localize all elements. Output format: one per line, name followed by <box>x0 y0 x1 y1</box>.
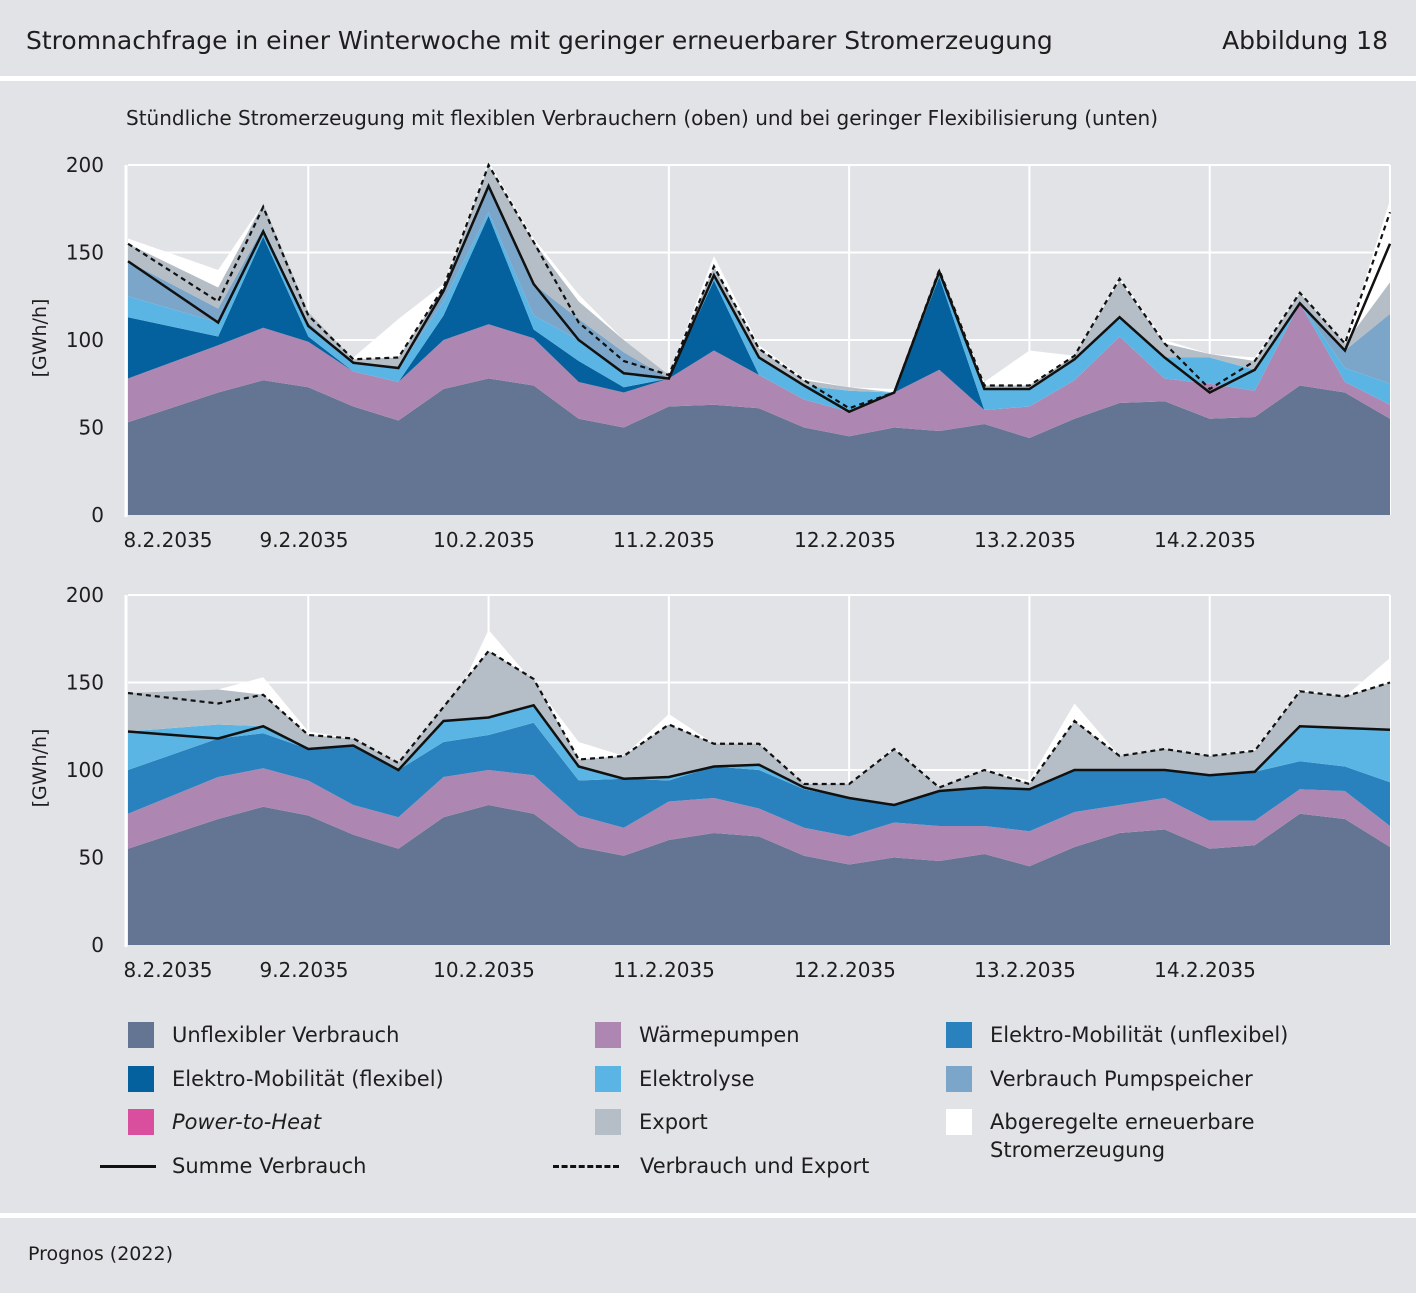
header-divider <box>0 76 1416 81</box>
bottom-line-verbrauch-export <box>127 649 1391 789</box>
figure-header: Stromnachfrage in einer Winterwoche mit … <box>0 0 1416 78</box>
legend-label: Verbrauch Pumpspeicher <box>990 1067 1253 1091</box>
top-xtick-label: 11.2.2035 <box>613 528 715 552</box>
bottom-xtick-label: 10.2.2035 <box>433 958 535 982</box>
legend-swatch <box>128 1022 154 1048</box>
top-ytick-label: 0 <box>91 503 104 527</box>
bottom-xtick-label: 13.2.2035 <box>974 958 1076 982</box>
chart-flexible: 0 50 100 150 200 [GWh/h] 8.2.2035 9.2.2035 10.2.… <box>29 153 1392 552</box>
bottom-area-emob_unflex <box>128 722 1390 837</box>
legend: Unflexibler Verbrauch Elektro-Mobilität … <box>0 1010 1416 1190</box>
bottom-area-elektrolyse <box>128 705 1390 805</box>
legend-label: Elektro-Mobilität (unflexibel) <box>990 1023 1289 1047</box>
legend-swatch <box>946 1109 972 1135</box>
top-area-waermepumpen <box>128 303 1390 438</box>
figure-title: Stromnachfrage in einer Winterwoche mit … <box>26 26 1053 55</box>
legend-label: Stromerzeugung <box>990 1138 1166 1162</box>
legend-label: Summe Verbrauch <box>172 1154 367 1178</box>
top-ytick-label: 200 <box>66 153 104 177</box>
top-xtick-label: 8.2.2035 <box>123 528 212 552</box>
top-xtick-label: 13.2.2035 <box>974 528 1076 552</box>
top-xtick-label: 10.2.2035 <box>433 528 535 552</box>
bottom-area-unflexibel <box>128 805 1390 945</box>
legend-swatch <box>595 1066 621 1092</box>
legend-swatch <box>595 1109 621 1135</box>
legend-label: Verbrauch und Export <box>640 1154 870 1178</box>
legend-label: Elektrolyse <box>639 1067 755 1091</box>
bottom-ytick-label: 150 <box>66 671 104 695</box>
legend-label: Wärmepumpen <box>639 1023 800 1047</box>
chart-subtitle: Stündliche Stromerzeugung mit flexiblen … <box>126 106 1159 130</box>
bottom-xtick-label: 12.2.2035 <box>794 958 896 982</box>
top-xtick-label: 14.2.2035 <box>1154 528 1256 552</box>
bottom-line-summe <box>127 703 1391 807</box>
bottom-ytick-label: 0 <box>91 933 104 957</box>
legend-swatch <box>595 1022 621 1048</box>
legend-line-dashed <box>553 1165 619 1168</box>
top-xtick-label: 9.2.2035 <box>259 528 348 552</box>
bottom-xtick-label: 14.2.2035 <box>1154 958 1256 982</box>
legend-swatch <box>946 1022 972 1048</box>
bottom-ytick-label: 50 <box>79 846 104 870</box>
legend-label: Export <box>639 1110 708 1134</box>
top-line-verbrauch-export <box>127 162 1392 410</box>
legend-label: Abgeregelte erneuerbare <box>990 1110 1255 1134</box>
bottom-xtick-label: 8.2.2035 <box>123 958 212 982</box>
legend-swatch <box>946 1066 972 1092</box>
source-note: Prognos (2022) <box>28 1243 173 1265</box>
bottom-xtick-label: 11.2.2035 <box>613 958 715 982</box>
legend-swatch <box>128 1066 154 1092</box>
figure-number: Abbildung 18 <box>1222 26 1388 55</box>
bottom-area-export <box>128 651 1390 805</box>
legend-line-solid <box>100 1165 156 1168</box>
top-ytick-label: 100 <box>66 328 104 352</box>
top-area-elektrolyse <box>128 212 1390 412</box>
legend-label: Elektro-Mobilität (flexibel) <box>172 1067 444 1091</box>
top-ylabel: [GWh/h] <box>29 299 51 378</box>
top-ytick-label: 150 <box>66 241 104 265</box>
bottom-ylabel: [GWh/h] <box>29 729 51 808</box>
chart-low-flexibility: 0 50 100 150 200 [GWh/h] 8.2.2035 9.2.2035 10.2.… <box>29 583 1391 982</box>
top-area-unflexibel <box>128 378 1390 515</box>
footer-divider <box>0 1213 1416 1218</box>
bottom-xtick-label: 9.2.2035 <box>259 958 348 982</box>
legend-label: Power-to-Heat <box>172 1110 322 1134</box>
top-line-summe <box>127 182 1392 414</box>
top-xtick-label: 12.2.2035 <box>794 528 896 552</box>
bottom-area-waermepumpen <box>128 768 1390 867</box>
top-ytick-label: 50 <box>79 416 104 440</box>
bottom-ytick-label: 100 <box>66 758 104 782</box>
legend-swatch <box>128 1109 154 1135</box>
bottom-ytick-label: 200 <box>66 583 104 607</box>
legend-label: Unflexibler Verbrauch <box>172 1023 400 1047</box>
